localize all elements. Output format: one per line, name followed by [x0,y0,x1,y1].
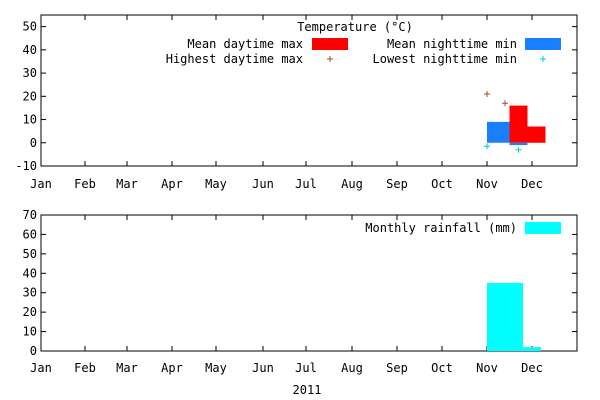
x-tick-label: Jul [295,361,317,375]
x-tick-label: Jan [30,177,52,191]
x-tick-label: Feb [74,361,96,375]
y-tick-label: 50 [23,247,37,261]
x-tick-label: Sep [386,361,408,375]
point-lowest-nighttime-min [515,146,522,153]
y-tick-label: 40 [23,43,37,57]
x-tick-label: Aug [341,177,363,191]
x-tick-label: Dec [521,361,543,375]
bar-mean-daytime-max [527,126,546,143]
legend-marker [327,56,333,62]
x-tick-label: Sep [386,177,408,191]
chart-title: Temperature (°C) [297,20,413,34]
x-tick-label: Jul [295,177,317,191]
y-tick-label: 70 [23,208,37,222]
legend-marker [540,56,546,62]
y-tick-label: 50 [23,20,37,34]
x-tick-label: Dec [521,177,543,191]
x-tick-label: Mar [116,361,138,375]
point-lowest-nighttime-min [484,143,490,150]
legend-label: Lowest nighttime min [373,52,518,66]
legend-label: Mean nighttime min [387,37,517,51]
point-highest-daytime-max [484,90,490,97]
x-tick-label: Nov [476,361,498,375]
x-tick-label: Apr [161,361,183,375]
plot-frame [40,214,578,352]
legend-swatch [312,38,348,50]
y-tick-label: 30 [23,286,37,300]
bar-monthly-rainfall-mm- [523,347,541,351]
x-tick-label: Oct [431,361,453,375]
rainfall-panel: 0 10 20 30 40 50 60 70 Jan Feb Mar Apr May Jun Jul Aug S… [23,208,578,397]
x-tick-label: Jun [252,177,274,191]
legend-swatch [525,222,561,234]
legend-swatch [525,38,561,50]
y-tick-label: 20 [23,89,37,103]
x-tick-label: Jun [252,361,274,375]
bar-mean-nighttime-min [509,142,528,146]
y-tick-label: 40 [23,266,37,280]
x-tick-label: Feb [74,177,96,191]
y-tick-label: 10 [23,113,37,127]
plot-frame [40,14,578,167]
legend-label: Mean daytime max [187,37,303,51]
x-tick-label: Oct [431,177,453,191]
x-tick-label: Mar [116,177,138,191]
y-tick-label: -10 [15,159,37,173]
x-tick-label: Nov [476,177,498,191]
bar-monthly-rainfall-mm- [487,283,523,351]
y-tick-label: 60 [23,227,37,241]
legend-label: Highest daytime max [166,52,303,66]
x-tick-label: Jan [30,361,52,375]
temperature-panel: -10 0 10 20 30 40 50 Jan Feb Mar Apr May Jun Jul Aug Se… [15,14,578,191]
y-tick-label: 20 [23,305,37,319]
bar-mean-daytime-max [509,105,528,143]
y-tick-label: 0 [30,136,37,150]
y-tick-label: 10 [23,325,37,339]
point-highest-daytime-max [502,100,508,107]
x-tick-label: Apr [161,177,183,191]
x-tick-label: May [205,177,227,191]
legend-label: Monthly rainfall (mm) [365,221,517,235]
x-axis-label: 2011 [293,383,322,397]
bar-mean-nighttime-min [487,121,510,143]
x-tick-label: Aug [341,361,363,375]
y-tick-label: 0 [30,344,37,358]
x-tick-label: May [205,361,227,375]
y-tick-label: 30 [23,66,37,80]
